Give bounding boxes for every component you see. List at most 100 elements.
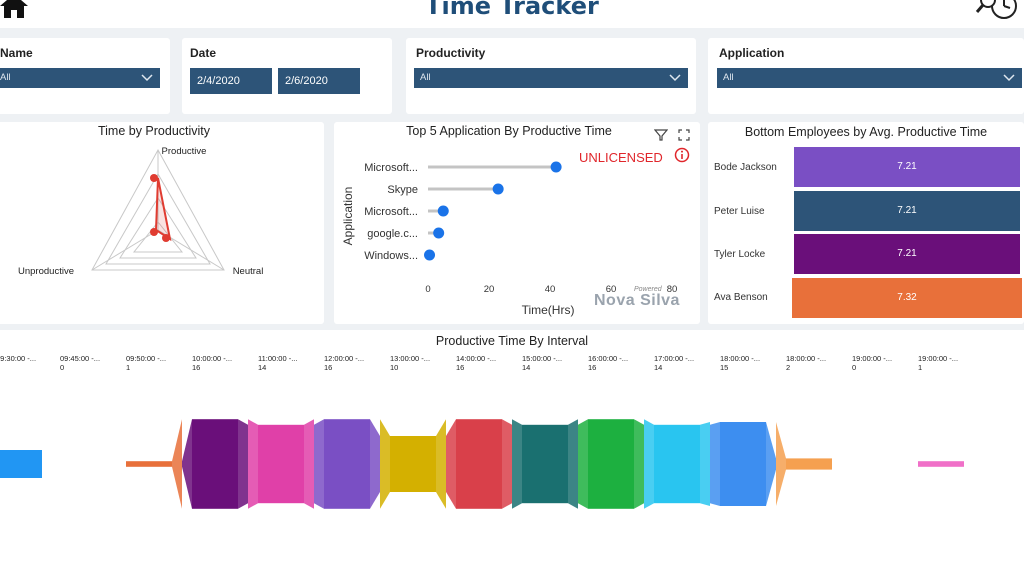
interval-connector xyxy=(304,419,314,509)
interval-label: 19:00:00 -... 1 xyxy=(918,354,959,372)
employee-bar[interactable]: 7.21 xyxy=(794,191,1020,231)
app-point[interactable] xyxy=(492,183,504,195)
radar-point-productive[interactable] xyxy=(150,174,158,182)
filter-icon[interactable] xyxy=(654,128,668,142)
name-dropdown[interactable]: All xyxy=(0,68,160,88)
interval-bar[interactable] xyxy=(522,424,568,504)
x-tick-label: 40 xyxy=(545,284,556,295)
application-dropdown[interactable]: All xyxy=(717,68,1022,88)
stopwatch-magnifier-icon[interactable] xyxy=(974,0,1022,26)
interval-connector xyxy=(644,419,654,509)
productivity-dropdown-value: All xyxy=(420,72,431,83)
name-slicer-label: Name xyxy=(0,46,33,60)
interval-bar[interactable] xyxy=(588,419,634,509)
employee-value: 7.21 xyxy=(897,205,917,216)
app-point[interactable] xyxy=(437,205,449,217)
date-slicer: Date 2/4/2020 2/6/2020 xyxy=(182,38,392,114)
app-point[interactable] xyxy=(550,161,562,173)
application-dropdown-value: All xyxy=(723,72,734,83)
name-slicer: Name All xyxy=(0,38,170,114)
radar-point-neutral[interactable] xyxy=(162,234,170,242)
interval-label: 18:00:00 -... 15 xyxy=(720,354,761,372)
info-icon[interactable] xyxy=(674,147,690,163)
interval-connector xyxy=(512,419,522,509)
focus-mode-icon[interactable] xyxy=(677,128,691,142)
employee-value: 7.32 xyxy=(897,292,917,303)
home-icon[interactable] xyxy=(0,0,34,22)
interval-connector xyxy=(380,419,390,509)
interval-card: Productive Time By Interval 09:30:00 -..… xyxy=(0,330,1024,564)
chevron-down-icon xyxy=(141,74,153,82)
interval-bar[interactable] xyxy=(720,422,766,506)
employee-name: Tyler Locke xyxy=(714,249,766,260)
employee-bar[interactable]: 7.32 xyxy=(792,278,1022,318)
page-title: Time Tracker xyxy=(425,0,599,20)
app-category-label: google.c... xyxy=(367,228,418,240)
start-date-field[interactable]: 2/4/2020 xyxy=(190,68,272,94)
y-axis-label: Application xyxy=(341,187,355,246)
interval-connector xyxy=(766,422,776,506)
interval-connector xyxy=(700,422,710,506)
interval-connector xyxy=(776,422,786,506)
interval-label: 09:45:00 -... 0 xyxy=(60,354,101,372)
x-tick-label: 60 xyxy=(606,284,617,295)
app-point[interactable] xyxy=(433,227,445,239)
application-slicer-label: Application xyxy=(719,46,785,60)
app-category-label: Microsoft... xyxy=(364,206,418,218)
interval-label: 12:00:00 -... 16 xyxy=(324,354,365,372)
interval-bar[interactable] xyxy=(192,419,238,509)
interval-bar[interactable] xyxy=(390,436,436,492)
interval-label: 13:00:00 -... 10 xyxy=(390,354,431,372)
interval-bar[interactable] xyxy=(126,461,172,467)
unlicensed-label: UNLICENSED xyxy=(579,150,663,165)
interval-label: 17:00:00 -... 14 xyxy=(654,354,695,372)
employee-bar[interactable]: 7.21 xyxy=(794,234,1020,274)
top-apps-chart: Microsoft... Skype Microsoft... google.c...… xyxy=(341,161,677,317)
interval-bar[interactable] xyxy=(258,424,304,504)
interval-bar[interactable] xyxy=(918,461,964,467)
bottom-employees-card: Bottom Employees by Avg. Productive Time… xyxy=(708,122,1024,324)
powered-label: Powered xyxy=(634,286,662,293)
interval-label: 09:50:00 -... 1 xyxy=(126,354,167,372)
interval-connector xyxy=(634,419,644,509)
app-point[interactable] xyxy=(424,249,436,261)
interval-label: 15:00:00 -... 14 xyxy=(522,354,563,372)
radar-title: Time by Productivity xyxy=(97,124,211,138)
radar-point-unproductive[interactable] xyxy=(150,228,158,236)
radar-axis-productive: Productive xyxy=(162,146,207,157)
interval-label: 19:00:00 -... 0 xyxy=(852,354,893,372)
radar-axis-neutral: Neutral xyxy=(233,266,264,277)
interval-bar[interactable] xyxy=(786,458,832,470)
employee-value: 7.21 xyxy=(897,248,917,259)
x-tick-label: 20 xyxy=(484,284,495,295)
interval-label: 16:00:00 -... 16 xyxy=(588,354,629,372)
chevron-down-icon xyxy=(1003,74,1015,82)
interval-connector xyxy=(578,419,588,509)
interval-label: 09:30:00 -...5 xyxy=(0,354,37,372)
radar-axis-unproductive: Unproductive xyxy=(18,266,74,277)
end-date-field[interactable]: 2/6/2020 xyxy=(278,68,360,94)
interval-bar[interactable] xyxy=(654,424,700,504)
interval-bar[interactable] xyxy=(0,450,42,478)
interval-label: 10:00:00 -... 16 xyxy=(192,354,233,372)
interval-label: 18:00:00 -... 2 xyxy=(786,354,827,372)
productivity-dropdown[interactable]: All xyxy=(414,68,688,88)
interval-connector xyxy=(182,419,192,509)
app-category-label: Windows... xyxy=(364,250,418,262)
chevron-down-icon xyxy=(669,74,681,82)
interval-connector xyxy=(370,419,380,509)
top-apps-title: Top 5 Application By Productive Time xyxy=(406,124,612,138)
interval-ribbon-chart xyxy=(0,419,964,509)
productivity-slicer: Productivity All xyxy=(406,38,696,114)
interval-connector xyxy=(568,419,578,509)
interval-connector xyxy=(314,419,324,509)
interval-connector xyxy=(248,419,258,509)
employee-bar[interactable]: 7.21 xyxy=(794,147,1020,187)
employee-name: Ava Benson xyxy=(714,292,768,303)
header-bar: Time Tracker xyxy=(0,0,1024,28)
app-category-label: Skype xyxy=(387,184,418,196)
x-tick-label: 0 xyxy=(425,284,430,295)
interval-bar[interactable] xyxy=(324,419,370,509)
interval-bar[interactable] xyxy=(456,419,502,509)
interval-label: 11:00:00 -... 14 xyxy=(258,354,298,372)
